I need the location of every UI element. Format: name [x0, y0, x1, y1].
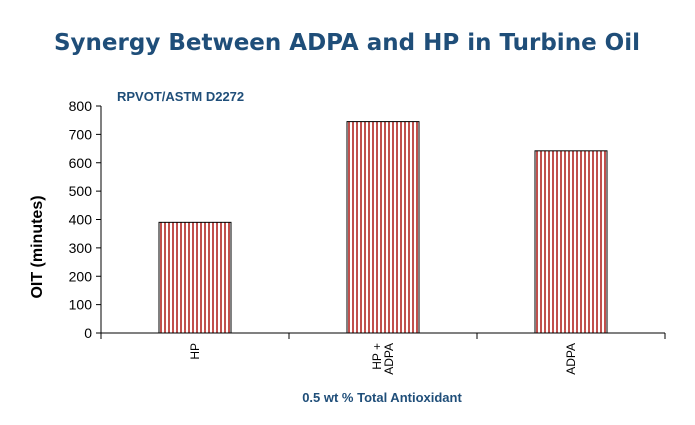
x-axis-ticks: HP HP +ADPA ADPA [100, 333, 666, 375]
x-tick-label-line: ADPA [564, 343, 578, 375]
y-tick-label: 700 [69, 126, 93, 142]
bars [158, 121, 608, 334]
x-axis-label: 0.5 wt % Total Antioxidant [302, 390, 462, 405]
y-tick-label: 600 [69, 155, 93, 171]
y-axis-ticks: 0 100 200 300 400 500 600 700 800 [69, 98, 101, 341]
chart-subtitle: RPVOT/ASTM D2272 [117, 89, 244, 104]
x-tick-label: HP +ADPA [370, 343, 396, 375]
bar [534, 150, 608, 334]
y-tick-label: 200 [69, 268, 93, 284]
y-tick-label: 500 [69, 183, 93, 199]
y-tick-label: 100 [69, 297, 93, 313]
x-tick-label: HP [188, 343, 202, 360]
y-tick-label: 0 [84, 325, 92, 341]
x-tick-label-line: HP [188, 343, 202, 360]
bar [158, 221, 232, 334]
y-axis-label: OIT (minutes) [29, 195, 46, 298]
x-tick-label-line: HP + [370, 343, 384, 370]
chart-title: Synergy Between ADPA and HP in Turbine O… [54, 30, 640, 56]
y-tick-label: 800 [69, 98, 93, 114]
x-tick-label: ADPA [564, 343, 578, 375]
bar [346, 121, 420, 334]
y-tick-label: 300 [69, 240, 93, 256]
y-tick-label: 400 [69, 212, 93, 228]
x-tick-label-line: ADPA [382, 343, 396, 375]
